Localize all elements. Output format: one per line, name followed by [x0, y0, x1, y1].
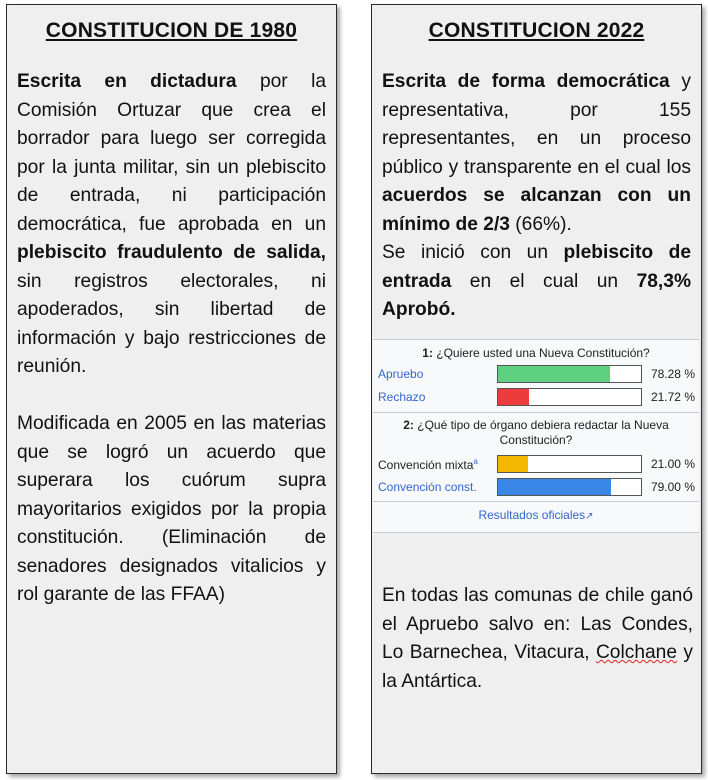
text: por la Comisión Ortuzar que crea el borr… [17, 71, 326, 235]
panel-body: Escrita en dictadura por la Comisión Ort… [7, 68, 336, 610]
text: En todas las comunas de chile ganó el Ap… [382, 585, 693, 663]
external-link-icon: ↗ [585, 511, 594, 522]
paragraph-2: Se inició con un plebiscito de entrada e… [382, 239, 691, 325]
bold-text: acuerdos se alcanzan con un mínimo de 2/… [382, 185, 691, 235]
question-2: 2: ¿Qué tipo de órgano debiera redactar … [393, 418, 679, 448]
bold-text: Escrita de forma democrática [382, 71, 670, 92]
text: y representativa, por 155 representantes… [382, 71, 691, 178]
referendum-results-box: 1: ¿Quiere usted una Nueva Constitución?… [373, 339, 699, 533]
paragraph-1: Escrita de forma democrática y represent… [382, 68, 691, 239]
official-results-link[interactable]: Resultados oficiales↗ [373, 508, 699, 522]
percentage: 79.00 % [650, 480, 695, 494]
panel-title: CONSTITUCION DE 1980 [45, 19, 298, 42]
result-row-convencion-mixta: Convención mixtaa 21.00 % [373, 454, 699, 474]
bold-text: 78,3% Aprobó. [382, 270, 691, 321]
question-text: ¿Qué tipo de órgano debiera redactar la … [413, 418, 669, 447]
option-label: Convención mixtaa [378, 457, 478, 472]
bold-text: plebiscito fraudulento de salida, [17, 242, 326, 263]
question-1: 1: ¿Quiere usted una Nueva Constitución? [373, 346, 699, 361]
text: Se inició con un [382, 242, 564, 263]
paragraph-2: Modificada en 2005 en las materias que s… [17, 413, 326, 605]
option-text: Convención mixta [378, 458, 474, 472]
result-bar [497, 365, 642, 383]
result-row-convencion-constitucional: Convención const. 79.00 % [373, 477, 699, 497]
question-number: 2: [403, 418, 414, 432]
panel-title: CONSTITUCION 2022 [428, 19, 645, 42]
bar-fill [498, 389, 530, 405]
result-bar [497, 455, 642, 473]
divider [373, 412, 699, 413]
spellcheck-word: Colchane [595, 642, 678, 663]
paragraph-1: Escrita en dictadura por la Comisión Ort… [17, 68, 326, 382]
bar-fill [498, 456, 529, 472]
text: (66%). [509, 213, 572, 235]
divider [373, 501, 699, 502]
bar-fill [498, 366, 610, 382]
option-link[interactable]: Rechazo [378, 390, 426, 404]
percentage: 78.28 % [650, 367, 695, 381]
bar-fill [498, 479, 611, 495]
text: sin registros electorales, ni apoderados… [17, 270, 326, 378]
question-number: 1: [422, 346, 433, 360]
option-link[interactable]: Convención const. [378, 480, 477, 494]
result-row-apruebo: Apruebo 78.28 % [373, 364, 699, 384]
percentage: 21.72 % [650, 390, 695, 404]
text: y la Antártica. [382, 642, 693, 692]
footnote-marker[interactable]: a [473, 457, 478, 466]
result-bar [497, 388, 642, 406]
option-link[interactable]: Apruebo [378, 367, 424, 381]
result-row-rechazo: Rechazo 21.72 % [373, 387, 699, 407]
constitution-1980-panel: CONSTITUCION DE 1980 Escrita en dictadur… [6, 4, 337, 774]
constitution-2022-panel: CONSTITUCION 2022 Escrita de forma democ… [371, 4, 702, 774]
result-bar [497, 478, 642, 496]
paragraph-3: En todas las comunas de chile ganó el Ap… [372, 582, 703, 696]
text: en el cual un [451, 270, 637, 292]
official-results-text[interactable]: Resultados oficiales [478, 508, 586, 522]
panel-body: Escrita de forma democrática y represent… [372, 68, 701, 325]
bold-text: plebiscito de entrada [382, 242, 692, 292]
question-text: ¿Quiere usted una Nueva Constitución? [432, 346, 650, 360]
percentage: 21.00 % [650, 457, 695, 471]
bold-text: Escrita en dictadura [17, 71, 237, 92]
